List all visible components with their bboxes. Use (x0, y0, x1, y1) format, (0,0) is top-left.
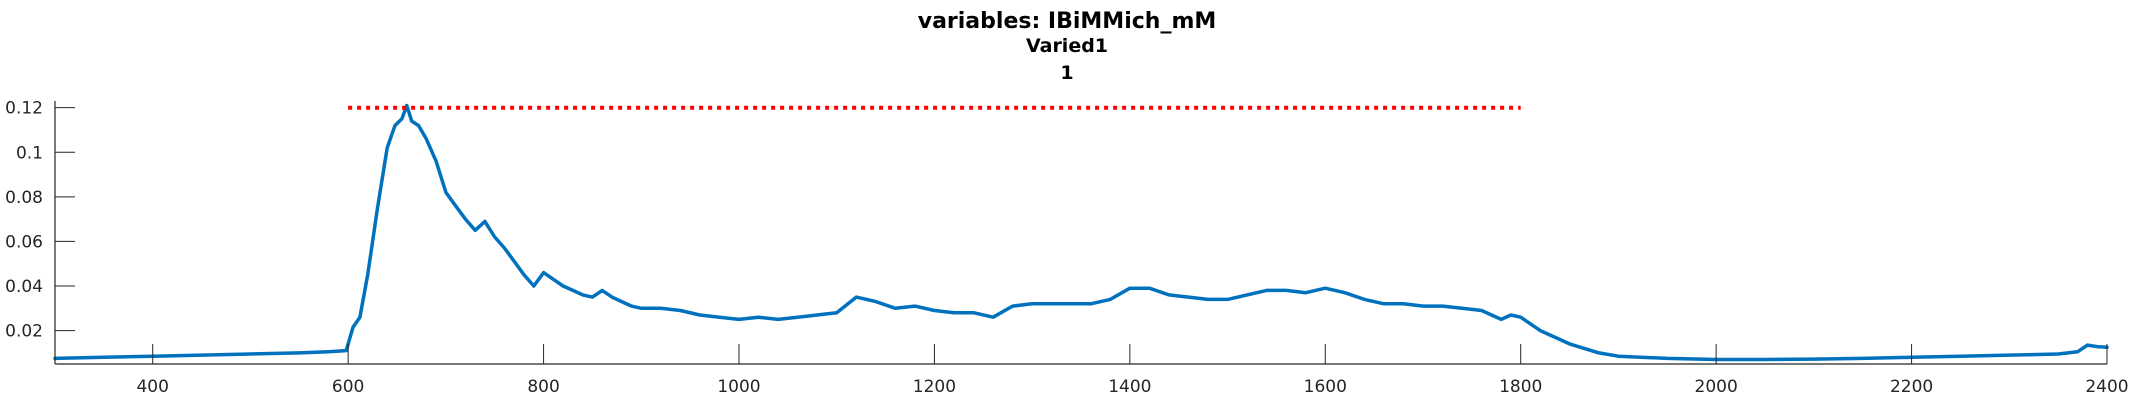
axes: 400 600 800 1000 1200 1400 1600 1800 2000 2200 240… (5, 99, 2128, 397)
series-layer (53, 103, 2109, 362)
y-tick-label: 0.1 (16, 143, 43, 163)
x-tick-label: 1000 (717, 377, 760, 397)
x-tick-label: 2400 (2085, 377, 2128, 397)
y-tick-label: 0.08 (5, 188, 43, 208)
chart-title: variables: IBiMMich_mM (918, 9, 1217, 34)
x-tick-label: 2000 (1695, 377, 1738, 397)
x-tick-label: 1600 (1304, 377, 1347, 397)
x-tick-label: 1400 (1108, 377, 1151, 397)
x-tick-label: 2200 (1890, 377, 1933, 397)
x-tick-label: 400 (136, 377, 168, 397)
x-tick-label: 1800 (1499, 377, 1542, 397)
x-tick-label: 600 (332, 377, 364, 397)
chart-subtitle-value: 1 (1060, 62, 1073, 84)
chart-subtitle: Varied1 (1026, 35, 1108, 57)
y-tick-label: 0.04 (5, 277, 43, 297)
series-line (53, 103, 2109, 362)
y-tick-label: 0.12 (5, 99, 43, 119)
x-tick-label: 800 (527, 377, 559, 397)
x-tick-label: 1200 (913, 377, 956, 397)
y-tick-label: 0.02 (5, 322, 43, 342)
y-tick-label: 0.06 (5, 232, 43, 252)
